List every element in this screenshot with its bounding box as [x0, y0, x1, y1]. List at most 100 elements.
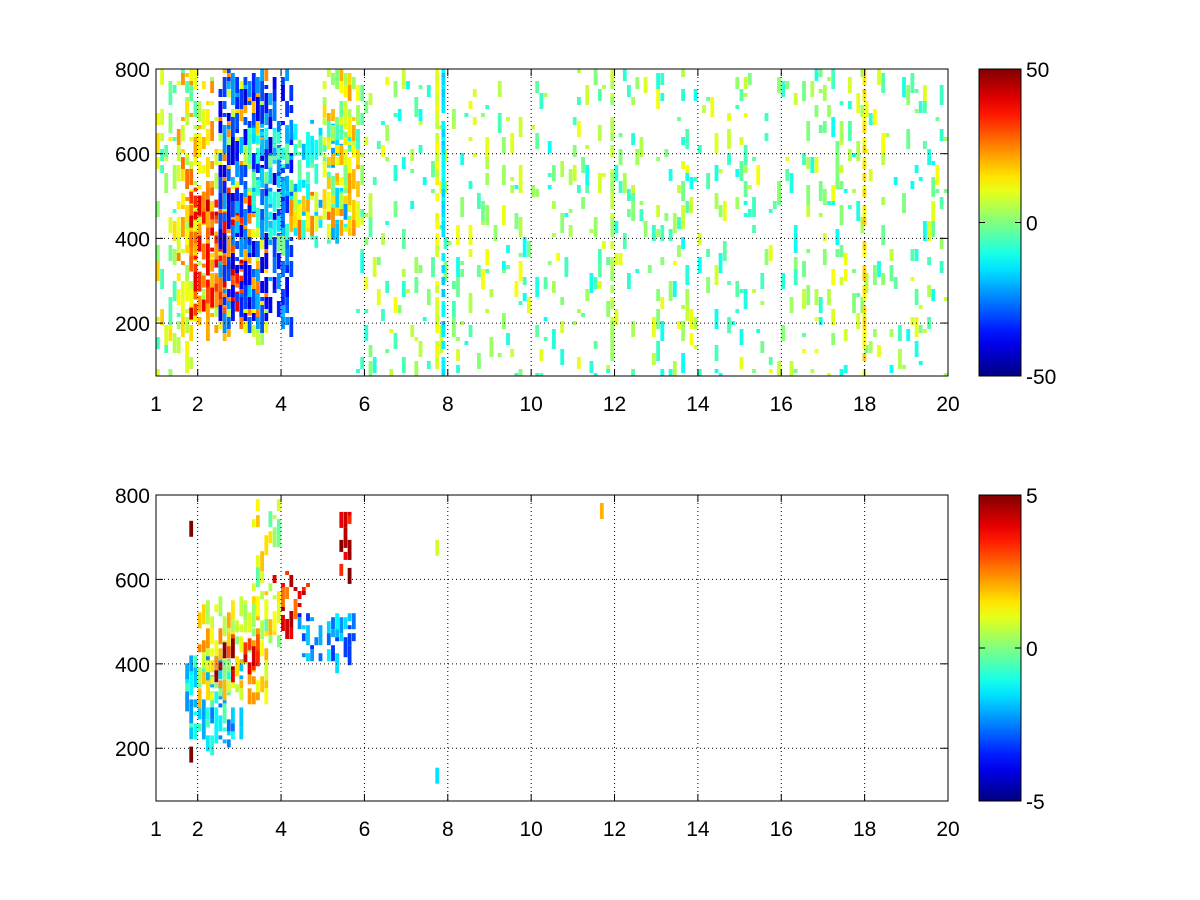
heatmap-cell [176, 253, 181, 261]
heatmap-cell [685, 173, 690, 181]
heatmap-cell [201, 165, 206, 173]
heatmap-cell [393, 81, 398, 97]
heatmap-cell [297, 159, 302, 180]
heatmap-cell [360, 217, 365, 225]
heatmap-cell [656, 73, 660, 89]
heatmap-cell [585, 85, 590, 105]
heatmap-cell [181, 117, 185, 121]
heatmap-cell [314, 235, 319, 248]
heatmap-cell [239, 165, 244, 185]
heatmap-cell [447, 241, 452, 245]
heatmap-cell [356, 105, 360, 125]
heatmap-cell [418, 265, 423, 273]
heatmap-stripe-cell [435, 285, 440, 293]
heatmap-cell [235, 161, 239, 177]
heatmap-cell [272, 127, 277, 132]
heatmap-cell [335, 223, 339, 244]
heatmap-cell [214, 640, 219, 657]
heatmap-cell [231, 219, 235, 228]
heatmap-cell [406, 81, 410, 89]
heatmap-cell [831, 117, 836, 137]
heatmap-cell [272, 191, 277, 212]
heatmap-cell [239, 265, 244, 269]
heatmap-cell [635, 149, 640, 165]
heatmap-cell [597, 89, 602, 101]
heatmap-cell [697, 233, 702, 245]
heatmap-cell [210, 616, 214, 629]
heatmap-cell [210, 648, 214, 657]
heatmap-cell [347, 173, 352, 193]
heatmap-cell [260, 209, 264, 221]
heatmap-cell [306, 171, 310, 184]
heatmap-cell [585, 185, 590, 193]
heatmap-cell [264, 233, 269, 249]
heatmap-cell [222, 297, 227, 305]
heatmap-cell [243, 642, 248, 655]
heatmap-cell [235, 241, 239, 249]
heatmap-cell [206, 648, 210, 657]
heatmap-cell [602, 241, 606, 249]
heatmap-cell [443, 149, 448, 161]
heatmap-cell [318, 215, 323, 228]
heatmap-cell [285, 265, 289, 273]
heatmap-cell [614, 221, 619, 233]
heatmap-cell [318, 215, 323, 220]
heatmap-cell [264, 317, 269, 333]
heatmap-cell [939, 205, 944, 209]
heatmap-stripe-cell [435, 177, 440, 185]
heatmap-cell [231, 275, 235, 280]
heatmap-cell [635, 77, 640, 89]
heatmap-cell [681, 305, 685, 309]
heatmap-cell [218, 229, 223, 249]
x-tick-label: 1 [150, 393, 162, 416]
heatmap-cell [218, 666, 223, 671]
heatmap-cell [251, 646, 256, 667]
heatmap-cell [239, 680, 244, 689]
heatmap-cell [581, 197, 585, 209]
heatmap-cell [564, 257, 569, 277]
heatmap-cell [372, 257, 377, 277]
heatmap-cell [176, 201, 181, 209]
heatmap-cell [335, 145, 339, 153]
heatmap-cell [539, 373, 544, 376]
heatmap-cell [347, 539, 352, 560]
heatmap-cell [226, 69, 231, 73]
heatmap-cell [210, 259, 214, 272]
heatmap-cell [247, 237, 252, 245]
heatmap-cell [477, 193, 481, 209]
heatmap-cell [735, 281, 740, 297]
heatmap-cell [681, 209, 685, 229]
heatmap-cell [239, 275, 244, 284]
heatmap-cell [289, 199, 294, 216]
heatmap-cell [235, 620, 239, 633]
heatmap-cell [272, 631, 277, 636]
heatmap-cell [226, 291, 231, 308]
heatmap-cell [193, 221, 198, 237]
heatmap-cell [247, 688, 252, 705]
heatmap-cell [251, 615, 256, 628]
heatmap-cell [585, 145, 590, 149]
heatmap-cell [356, 201, 360, 221]
heatmap-cell [181, 161, 185, 181]
heatmap-cell [760, 273, 765, 289]
heatmap-cell [256, 596, 260, 617]
heatmap-cell [326, 137, 331, 141]
heatmap-cell [593, 217, 598, 237]
heatmap-cell [256, 147, 260, 152]
heatmap-cell [727, 281, 731, 285]
heatmap-cell [189, 215, 194, 228]
heatmap-cell [293, 143, 298, 156]
heatmap-cell [193, 667, 198, 676]
heatmap-cell [835, 169, 840, 189]
heatmap-cell [243, 153, 248, 173]
heatmap-cell [218, 648, 223, 661]
heatmap-cell [193, 211, 198, 220]
heatmap-cell [426, 289, 431, 305]
heatmap-cell [256, 77, 260, 93]
heatmap-cell [631, 193, 635, 201]
heatmap-cell [539, 349, 544, 361]
heatmap-cell [585, 165, 590, 185]
heatmap-cell [914, 89, 919, 93]
heatmap-cell [814, 289, 819, 305]
heatmap-cell [189, 289, 194, 305]
